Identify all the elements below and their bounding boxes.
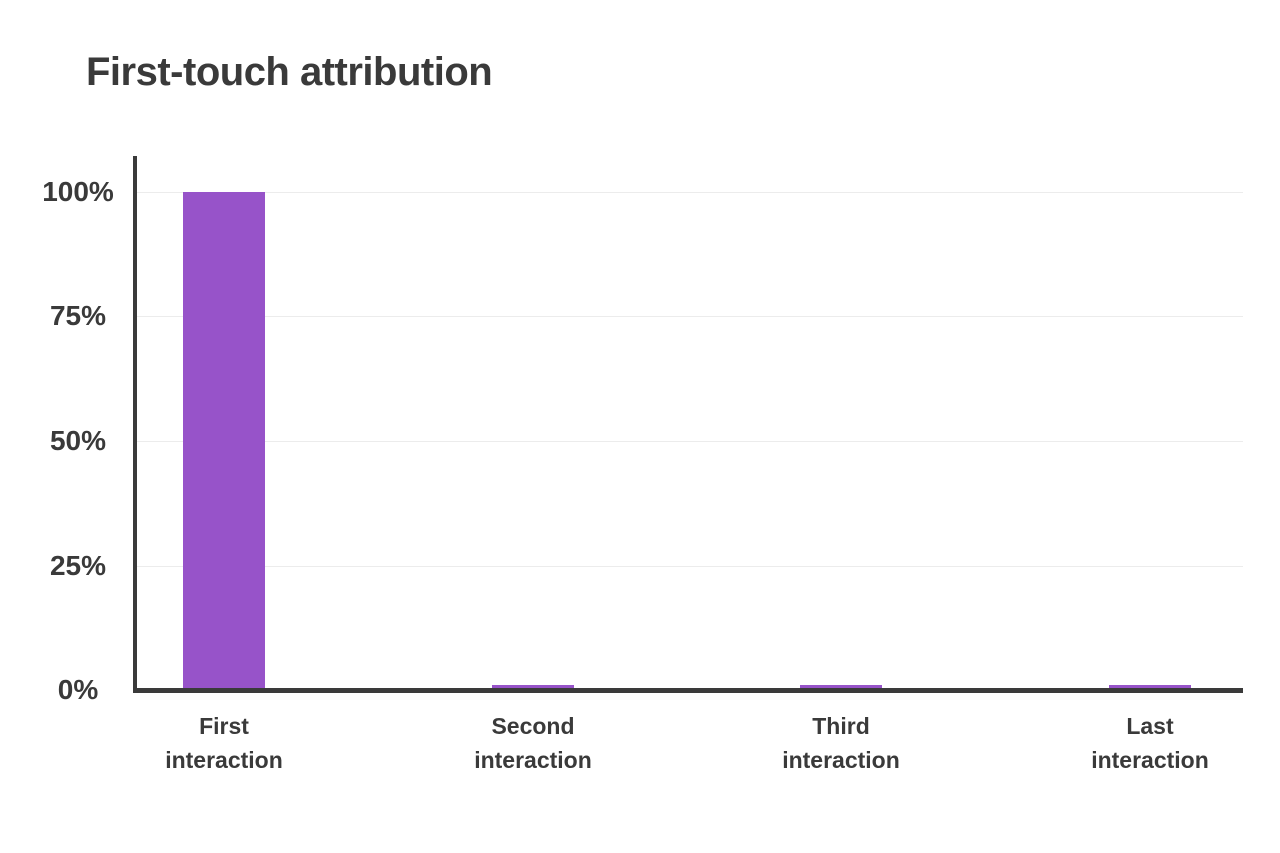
bar-first-interaction: [183, 192, 265, 688]
x-category-label-line2: interaction: [1091, 747, 1209, 773]
x-category-label-line1: First: [199, 713, 249, 739]
x-axis-line: [133, 688, 1243, 693]
y-tick-label-100%: 100%: [42, 176, 114, 207]
x-category-label-last-interaction: Last interaction: [1010, 709, 1280, 777]
gridline-50%: [135, 441, 1243, 442]
gridline-100%: [135, 192, 1243, 193]
bar-second-interaction: [492, 685, 574, 688]
y-axis-line: [133, 156, 137, 693]
chart-title: First-touch attribution: [86, 50, 493, 94]
x-category-label-first-interaction: First interaction: [84, 709, 364, 777]
y-tick-label-0%: 0%: [57, 674, 99, 705]
x-category-label-line2: interaction: [474, 747, 592, 773]
x-category-label-third-interaction: Third interaction: [701, 709, 981, 777]
x-category-label-line2: interaction: [782, 747, 900, 773]
y-tick-label-50%: 50%: [49, 425, 107, 456]
y-tick-label-75%: 75%: [49, 300, 107, 331]
x-category-label-second-interaction: Second interaction: [393, 709, 673, 777]
x-category-label-line2: interaction: [165, 747, 283, 773]
x-category-label-line1: Last: [1126, 713, 1174, 739]
x-category-label-line1: Second: [491, 713, 575, 739]
bar-third-interaction: [800, 685, 882, 688]
x-category-label-line1: Third: [812, 713, 870, 739]
bar-last-interaction: [1109, 685, 1191, 688]
y-tick-label-25%: 25%: [49, 550, 107, 581]
gridline-25%: [135, 566, 1243, 567]
gridline-75%: [135, 316, 1243, 317]
